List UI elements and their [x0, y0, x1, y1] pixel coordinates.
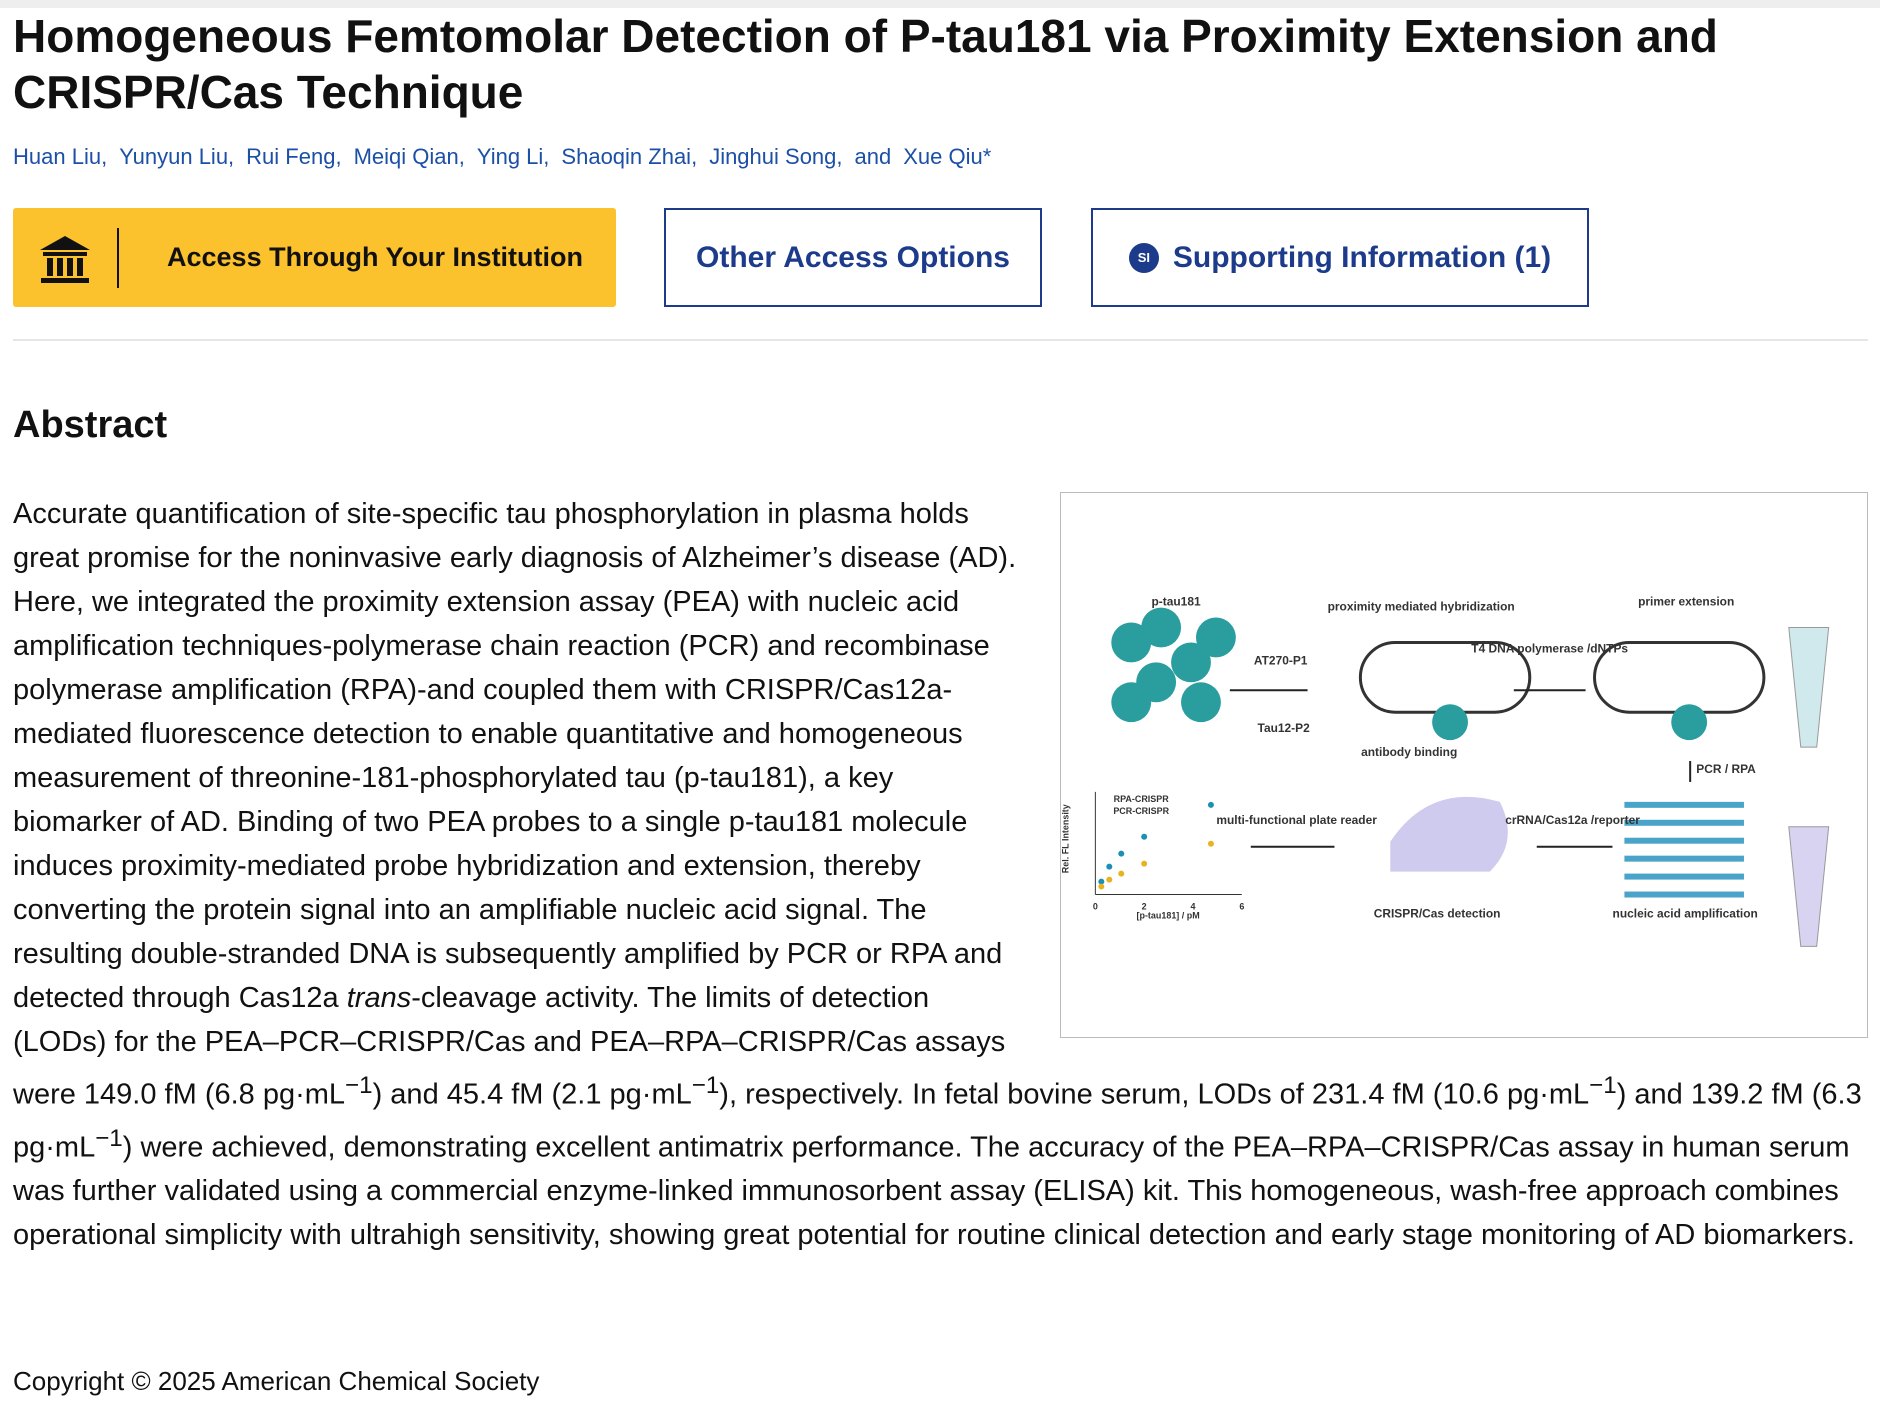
text: ) were achieved, demonstrating excellent… — [13, 1131, 1855, 1252]
protein — [1195, 617, 1236, 658]
figure-label: nucleic acid amplification — [1613, 906, 1758, 920]
figure-label: PCR-CRISPR — [1113, 806, 1169, 816]
dna — [1624, 819, 1744, 826]
loop — [1358, 640, 1532, 714]
point — [1118, 870, 1125, 877]
figure-label: CRISPR/Cas detection — [1374, 906, 1501, 920]
protein — [1141, 607, 1182, 648]
dna — [1624, 837, 1744, 844]
institution-icon — [40, 235, 90, 283]
cas — [1390, 796, 1508, 872]
text: ), respectively. In fetal bovine serum, … — [719, 1078, 1590, 1111]
divider — [117, 227, 119, 288]
figure-label: antibody binding — [1361, 745, 1457, 759]
protein — [1671, 704, 1708, 741]
author[interactable]: Yunyun Liu, — [119, 144, 235, 169]
text: ) and 139.2 fM (6.3 pg·mL — [13, 1078, 1862, 1164]
figure-label: p-tau181 — [1152, 595, 1201, 609]
dna — [1624, 873, 1744, 880]
separator — [13, 339, 1868, 341]
point — [1106, 863, 1113, 870]
figure-label: 4 — [1191, 901, 1196, 911]
supporting-info-button[interactable]: SI Supporting Information (1) — [1091, 208, 1589, 307]
figure-label: primer extension — [1638, 595, 1734, 609]
protein — [1432, 704, 1468, 741]
text: Accurate quantification of site-specific… — [13, 498, 1017, 1014]
figure-label: Tau12-P2 — [1258, 721, 1311, 735]
figure-label: Rel. FL Intensity — [1060, 804, 1070, 873]
button-label: Supporting Information (1) — [1172, 240, 1552, 274]
authors: Huan Liu, Yunyun Liu, Rui Feng, Meiqi Qian,… — [13, 144, 1003, 170]
figure-label: 0 — [1093, 901, 1098, 911]
figure-label: AT270-P1 — [1254, 653, 1308, 667]
abstract-heading: Abstract — [13, 404, 168, 446]
graphical-abstract: p-tau181 AT270-P1 Tau12-P2 proximity mediat… — [1060, 492, 1868, 1038]
point — [1098, 878, 1105, 885]
author[interactable]: Huan Liu, — [13, 144, 108, 169]
text: −1 — [1589, 1072, 1617, 1099]
figure-label: 6 — [1239, 901, 1244, 911]
protein — [1111, 682, 1152, 723]
tube — [1788, 627, 1830, 748]
figure-label: proximity mediated hybridization — [1328, 600, 1515, 614]
author[interactable]: Meiqi Qian, — [353, 144, 465, 169]
author[interactable]: Jinghui Song, — [709, 144, 843, 169]
figure-label: RPA-CRISPR — [1114, 794, 1170, 804]
author[interactable]: Rui Feng, — [246, 144, 342, 169]
point — [1106, 876, 1113, 883]
si-icon: SI — [1128, 242, 1159, 273]
protein — [1171, 642, 1211, 683]
text: trans — [346, 982, 412, 1014]
point — [1118, 850, 1125, 857]
text: −1 — [95, 1124, 123, 1152]
button-label: Access Through Your Institution — [167, 242, 584, 272]
tube — [1788, 826, 1830, 947]
author[interactable]: Shaoqin Zhai, — [561, 144, 698, 169]
figure-label: T4 DNA polymerase /dNTPs — [1471, 641, 1628, 655]
title: Homogeneous Femtomolar Detection of P-ta… — [13, 10, 1718, 118]
point — [1098, 883, 1105, 890]
text: −1 — [691, 1072, 720, 1099]
figure-label: 2 — [1142, 901, 1147, 911]
point — [1207, 840, 1214, 847]
button-label: Other Access Options — [696, 240, 1010, 274]
text: −1 — [345, 1072, 373, 1099]
dna — [1624, 855, 1744, 862]
institution-button[interactable]: Access Through Your Institution — [13, 208, 616, 307]
figure-label: multi-functional plate reader — [1216, 813, 1377, 827]
abstract: p-tau181 AT270-P1 Tau12-P2 proximity mediat… — [13, 492, 1868, 1257]
copyright: Copyright © 2025 American Chemical Socie… — [13, 1366, 540, 1396]
dna — [1624, 801, 1744, 808]
other-access-button[interactable]: Other Access Options — [664, 208, 1042, 307]
point — [1141, 833, 1148, 840]
author[interactable]: Xue Qiu* — [903, 144, 992, 169]
author[interactable]: Ying Li, — [476, 144, 550, 169]
protein — [1111, 622, 1152, 663]
figure-label: [p-tau181] / pM — [1137, 910, 1200, 920]
point — [1141, 860, 1148, 867]
text: ) and 45.4 fM (2.1 pg·mL — [372, 1078, 692, 1111]
figure-label: PCR / RPA — [1696, 762, 1756, 776]
loop — [1593, 640, 1766, 714]
protein — [1181, 682, 1221, 723]
author[interactable]: and — [854, 144, 892, 169]
point — [1207, 801, 1214, 808]
text: -cleavage activity. The limits of detect… — [13, 982, 1006, 1111]
dna — [1624, 891, 1744, 898]
figure-label: crRNA/Cas12a /reporter — [1505, 813, 1640, 827]
